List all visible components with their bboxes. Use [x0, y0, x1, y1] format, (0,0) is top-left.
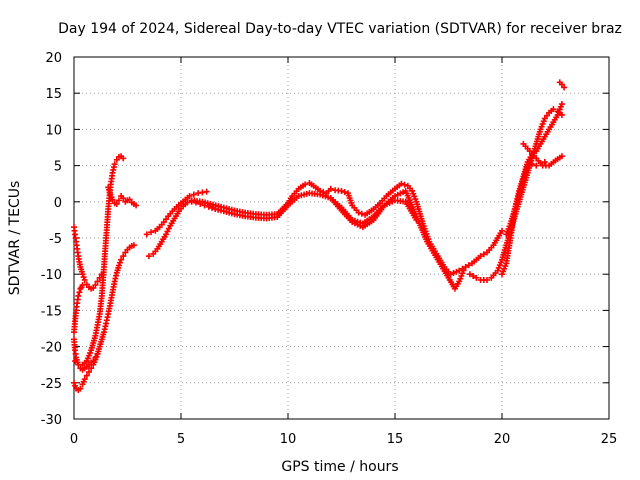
data-point	[209, 204, 216, 211]
data-point	[484, 276, 491, 283]
y-tick-label: -5	[49, 232, 62, 247]
data-point	[456, 267, 463, 274]
data-point	[76, 289, 83, 296]
data-point	[85, 368, 92, 375]
data-point	[561, 84, 568, 91]
x-tick-label: 15	[387, 432, 404, 447]
y-tick-label: 10	[45, 123, 62, 138]
data-point	[317, 187, 324, 194]
data-point	[79, 271, 86, 278]
data-point	[341, 189, 348, 196]
x-tick-label: 20	[494, 432, 511, 447]
data-point	[145, 253, 152, 260]
data-point	[401, 181, 408, 188]
data-point	[115, 262, 122, 269]
data-point	[466, 271, 473, 278]
data-point	[92, 356, 99, 363]
data-point	[186, 193, 193, 200]
y-tick-label: -30	[41, 413, 62, 428]
data-point	[120, 253, 127, 260]
y-tick-label: 15	[45, 87, 62, 102]
data-point	[81, 276, 88, 283]
data-point	[320, 189, 327, 196]
y-tick-label: 0	[54, 196, 62, 211]
x-tick-label: 10	[280, 432, 297, 447]
data-point	[120, 195, 127, 202]
x-axis-label: GPS time / hours	[281, 459, 398, 475]
data-point	[470, 273, 477, 280]
x-tick-label: 0	[70, 432, 78, 447]
y-tick-label: 5	[54, 160, 62, 175]
data-point	[355, 209, 362, 216]
data-point	[113, 200, 120, 207]
y-axis-label: SDTVAR / TECUs	[7, 181, 23, 296]
data-point	[541, 158, 548, 165]
data-point	[338, 187, 345, 194]
data-point	[117, 259, 124, 266]
data-point	[143, 231, 150, 238]
data-point	[77, 385, 84, 392]
data-point	[92, 282, 99, 289]
y-tick-label: -15	[41, 304, 62, 319]
x-tick-label: 5	[177, 432, 185, 447]
data-point	[558, 153, 565, 160]
data-point	[327, 185, 334, 192]
data-point	[413, 216, 420, 223]
data-point	[537, 160, 544, 167]
data-point	[462, 263, 469, 270]
data-point	[480, 251, 487, 258]
data-point	[120, 155, 127, 162]
data-point	[302, 181, 309, 188]
chart-title: Day 194 of 2024, Sidereal Day-to-day VTE…	[58, 21, 622, 37]
data-point	[190, 191, 197, 198]
data-point	[473, 274, 480, 281]
y-tick-label: -10	[41, 268, 62, 283]
data-point	[528, 161, 535, 168]
grid-lines	[74, 57, 609, 419]
data-point	[72, 382, 79, 389]
data-point	[81, 376, 88, 383]
data-point	[75, 292, 82, 299]
data-point	[133, 202, 140, 209]
y-tick-label: 20	[45, 51, 62, 66]
data-point	[550, 106, 557, 113]
data-point	[71, 379, 77, 386]
data-point	[83, 372, 90, 379]
data-point	[203, 188, 210, 195]
data-point	[93, 353, 100, 360]
data-point	[80, 274, 87, 281]
data-markers	[71, 79, 568, 394]
data-point	[109, 196, 116, 203]
data-point	[358, 210, 365, 217]
data-point	[499, 227, 505, 234]
data-point	[88, 365, 95, 372]
data-point	[398, 180, 405, 187]
data-point	[459, 265, 466, 272]
data-point	[148, 229, 155, 236]
axis-ticks: 0 5 10 15 20 25 -30 -25 -20 -15 -10 -5 0 5 10 15 20	[41, 51, 618, 447]
data-point	[477, 253, 484, 260]
y-tick-label: -25	[41, 377, 62, 392]
data-point	[465, 262, 472, 269]
data-point	[118, 256, 125, 263]
data-point	[75, 361, 82, 368]
data-point	[533, 162, 540, 169]
x-tick-label: 25	[601, 432, 618, 447]
y-tick-label: -20	[41, 341, 62, 356]
data-point	[130, 242, 137, 249]
data-point	[111, 161, 118, 168]
data-point	[115, 197, 122, 204]
data-point	[94, 278, 101, 285]
data-point	[524, 162, 531, 169]
data-point	[558, 101, 565, 108]
data-point	[79, 282, 86, 289]
